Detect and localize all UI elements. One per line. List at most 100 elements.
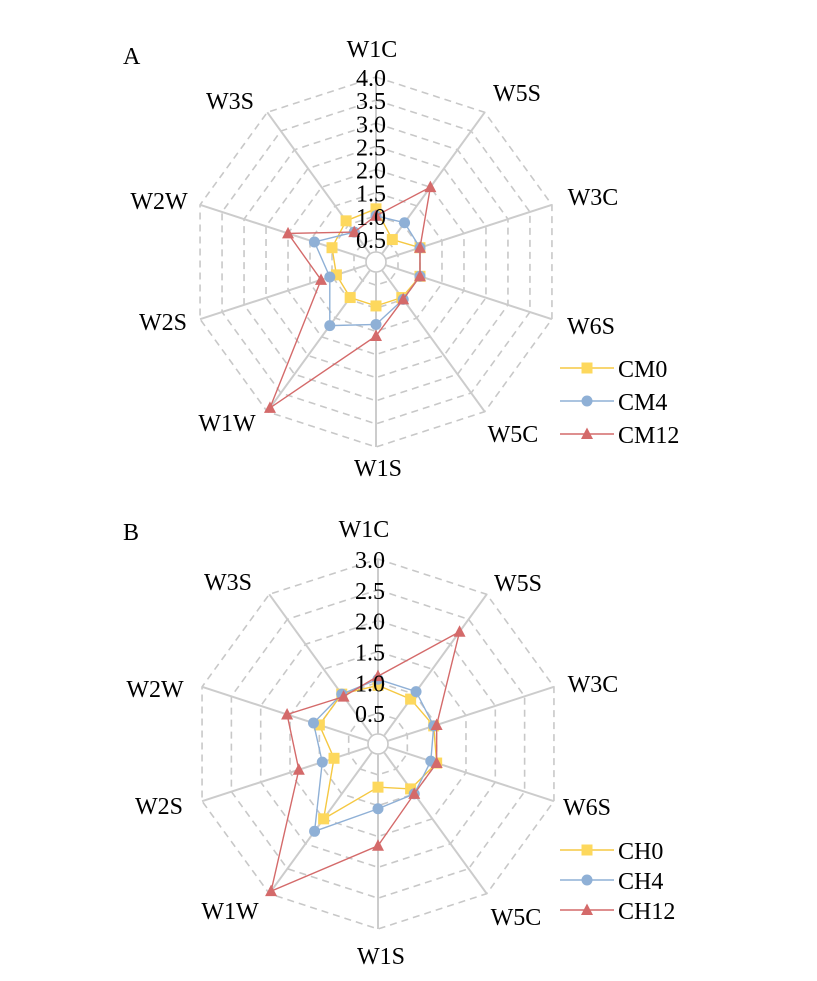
legend: CH0 CH4 CH12 [560, 839, 675, 925]
legend-item: CH12 [560, 899, 675, 925]
panel-letter-b: B [123, 520, 139, 546]
legend: CM0 CM4 CM12 [560, 357, 679, 449]
axis-spoke [381, 111, 486, 255]
radar-grid [199, 76, 553, 448]
axis-label-w3s: W3S [204, 570, 252, 596]
axis-label-w2s: W2S [139, 310, 187, 336]
center-ring [365, 251, 387, 273]
data-point [453, 625, 466, 637]
axis-spoke [199, 203, 367, 260]
axis-label-w1w: W1W [198, 411, 256, 437]
data-point [265, 884, 278, 897]
axis-spoke [268, 593, 373, 737]
grid-ring [199, 76, 553, 448]
tick-label: 1.0 [356, 205, 386, 231]
data-point [370, 300, 382, 312]
legend-marker [581, 395, 593, 407]
legend-marker [581, 874, 593, 886]
data-point [315, 273, 328, 285]
data-point [313, 719, 325, 731]
axis-label-w1w: W1W [201, 899, 259, 925]
data-point [399, 217, 411, 229]
data-point [348, 225, 361, 238]
data-point [372, 781, 384, 793]
axis-label-w2s: W2S [135, 794, 183, 820]
tick-label: 1.0 [355, 671, 385, 697]
data-point [370, 329, 382, 341]
data-point [326, 242, 338, 254]
legend-label: CH4 [618, 869, 663, 895]
data-point [330, 269, 342, 281]
axis-spoke [385, 203, 553, 260]
data-point [370, 209, 382, 221]
tick-label: 3.0 [355, 548, 385, 574]
data-point [405, 693, 417, 705]
series-cm12 [263, 180, 437, 413]
axis-label-w6s: W6S [563, 795, 611, 821]
axis-label-w5s: W5S [494, 571, 542, 597]
axis-label-w2w: W2W [126, 677, 184, 703]
data-point [344, 292, 356, 304]
data-point [405, 783, 417, 795]
data-point [324, 271, 336, 283]
data-point [430, 718, 443, 730]
center-ring [367, 733, 389, 755]
data-point [316, 756, 328, 768]
axis-label-w1s: W1S [357, 944, 405, 970]
tick-label: 2.0 [356, 159, 386, 185]
axis-spoke [201, 746, 369, 803]
axis-label-w1c: W1C [347, 37, 398, 63]
data-point [328, 752, 340, 764]
tick-label: 3.0 [356, 112, 386, 138]
legend-marker [581, 427, 593, 439]
legend-marker [581, 844, 593, 856]
data-point [281, 707, 294, 720]
legend-label: CM12 [618, 423, 679, 449]
data-point [340, 215, 352, 227]
data-point [370, 203, 382, 215]
axis-label-w5c: W5C [491, 905, 542, 931]
axis-label-w3c: W3C [568, 185, 619, 211]
radar-chart-a: A 4.03.53.02.52.01.51.00.5 W1C W5S W3C W6S W5… [123, 37, 679, 482]
data-point [372, 679, 384, 691]
data-point [324, 320, 336, 332]
tick-label: 3.5 [356, 89, 386, 115]
axis-label-w5s: W5S [493, 81, 541, 107]
tick-label: 2.0 [355, 610, 385, 636]
grid-ring [347, 712, 409, 776]
tick-label: 2.5 [355, 579, 385, 605]
tick-label: 4.0 [356, 66, 386, 92]
axis-label-w6s: W6S [567, 314, 615, 340]
legend-label: CH0 [618, 839, 663, 865]
grid-ring [201, 558, 555, 930]
data-point [337, 690, 350, 702]
legend-item: CM4 [560, 390, 667, 416]
data-point [430, 756, 443, 769]
legend-item: CM0 [560, 357, 667, 383]
data-point [307, 717, 319, 729]
legend-label: CH12 [618, 899, 675, 925]
data-point [372, 839, 384, 851]
data-point [397, 292, 410, 305]
data-point [318, 813, 330, 825]
legend-label: CM4 [618, 390, 667, 416]
legend-label: CM0 [618, 357, 667, 383]
axis-label-w1c: W1C [339, 517, 390, 543]
grid-ring [230, 588, 526, 900]
data-point [309, 825, 321, 837]
data-point [408, 787, 421, 799]
tick-label: 1.5 [356, 182, 386, 208]
tick-label: 0.5 [355, 702, 385, 728]
tick-label: 1.5 [355, 641, 385, 667]
axis-spoke [383, 751, 488, 895]
data-point [282, 226, 295, 239]
legend-item: CH4 [560, 869, 663, 895]
tick-label: 2.5 [356, 135, 386, 161]
data-point [370, 318, 382, 330]
panel-letter-a: A [123, 44, 141, 70]
data-point [308, 236, 320, 248]
data-point [372, 803, 384, 815]
axis-label-w3c: W3C [568, 672, 619, 698]
data-point [386, 234, 398, 246]
